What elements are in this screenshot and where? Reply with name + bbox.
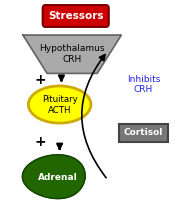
- Text: Adrenal: Adrenal: [38, 173, 78, 182]
- Text: Cortisol: Cortisol: [124, 128, 163, 138]
- Text: CRH: CRH: [62, 55, 82, 64]
- Text: Pituitary: Pituitary: [42, 95, 78, 104]
- Polygon shape: [22, 155, 85, 198]
- Text: ACTH: ACTH: [48, 106, 71, 114]
- FancyBboxPatch shape: [120, 124, 168, 142]
- FancyBboxPatch shape: [43, 5, 109, 27]
- FancyArrowPatch shape: [82, 55, 106, 178]
- Text: Stressors: Stressors: [48, 11, 104, 21]
- Text: +: +: [34, 73, 46, 88]
- Text: +: +: [34, 135, 46, 149]
- Text: Hypothalamus: Hypothalamus: [39, 44, 105, 53]
- Ellipse shape: [28, 86, 91, 123]
- Polygon shape: [23, 35, 121, 73]
- Text: Inhibits: Inhibits: [127, 75, 160, 84]
- Text: CRH: CRH: [134, 85, 153, 94]
